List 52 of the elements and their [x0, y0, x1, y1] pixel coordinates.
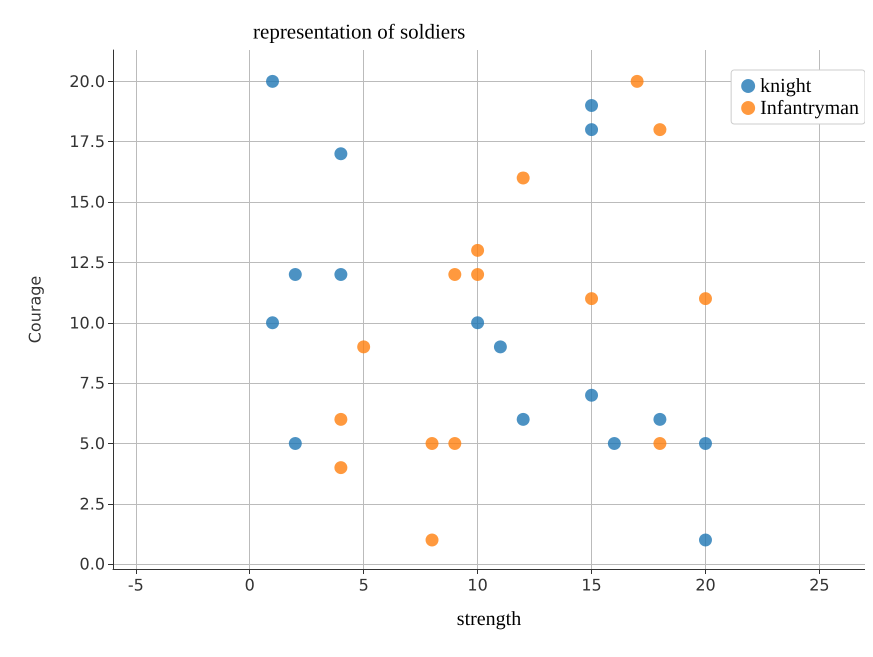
point: [585, 292, 598, 306]
point: [471, 268, 484, 281]
point: [516, 171, 530, 184]
point: [699, 292, 712, 306]
y-tick-label: 17.5: [69, 132, 105, 152]
point: [288, 268, 302, 281]
point: [426, 534, 439, 547]
x-tick-label: 0: [244, 576, 255, 594]
point: [334, 268, 348, 281]
y-tick-label: 20.0: [69, 72, 105, 91]
chart-title: representation of soldiers: [253, 20, 466, 44]
y-tick-label: 12.5: [69, 252, 105, 272]
y-tick-label: 0.0: [80, 554, 105, 574]
x-tick-label: 10: [467, 576, 488, 594]
y-tick-label: 10.0: [69, 313, 105, 332]
point: [585, 388, 598, 402]
point: [334, 147, 348, 160]
legend-label: Infantryman: [760, 97, 860, 119]
point: [699, 436, 712, 450]
y-tick-label: 5.0: [80, 434, 105, 453]
point: [357, 340, 370, 354]
point: [471, 316, 484, 330]
x-tick-label: 15: [581, 576, 602, 594]
point: [494, 340, 507, 354]
point: [266, 74, 280, 88]
point: [653, 412, 666, 426]
point: [585, 99, 598, 112]
point: [516, 412, 530, 426]
point: [288, 436, 302, 450]
point: [266, 316, 280, 330]
point: [653, 436, 666, 450]
point: [608, 436, 621, 450]
point: [334, 461, 348, 474]
point: [426, 436, 439, 450]
point: [585, 123, 598, 136]
x-tick-label: 25: [809, 576, 830, 594]
point: [448, 268, 462, 281]
point: [334, 412, 348, 426]
x-axis-title: strength: [456, 608, 522, 630]
y-tick-label: 15.0: [69, 192, 105, 212]
point: [653, 123, 666, 136]
x-tick-label: -5: [128, 576, 144, 594]
legend-label: knight: [760, 75, 812, 97]
y-tick-label: 7.5: [80, 374, 105, 393]
point: [699, 534, 712, 547]
x-tick-label: 5: [358, 576, 369, 594]
point: [471, 244, 484, 257]
x-tick-label: 20: [695, 576, 716, 594]
point: [448, 436, 462, 450]
y-axis-title: Courage: [26, 276, 44, 344]
point: [630, 74, 644, 88]
y-tick-label: 2.5: [80, 494, 105, 514]
